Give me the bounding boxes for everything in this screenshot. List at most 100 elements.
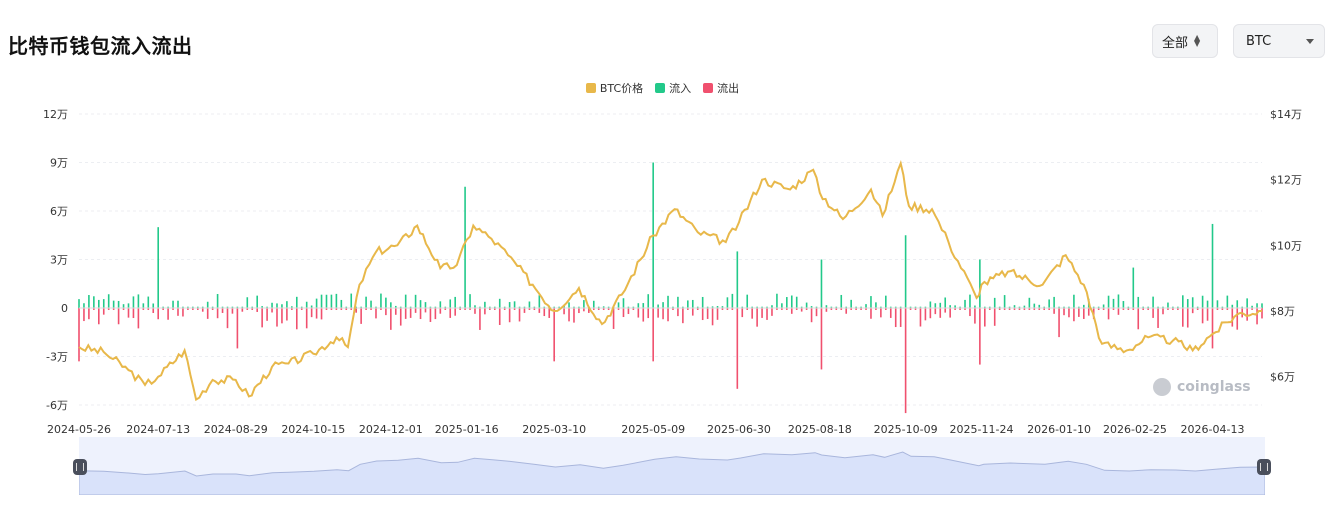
inflow-bar xyxy=(632,306,635,308)
outflow-bar xyxy=(894,308,897,328)
inflow-bar xyxy=(899,306,902,308)
range-select[interactable]: 全部 ▲ ▼ xyxy=(1152,24,1218,58)
inflow-bar xyxy=(370,300,372,308)
outflow-bar xyxy=(612,308,615,329)
outflow-bar xyxy=(667,308,669,322)
inflow-bar xyxy=(568,302,570,308)
outflow-bar xyxy=(578,308,580,314)
inflow-bar xyxy=(345,306,348,308)
inflow-bar xyxy=(860,306,862,308)
navigator-handle-right[interactable] xyxy=(1257,459,1271,475)
outflow-bar xyxy=(845,308,848,314)
outflow-bar xyxy=(241,308,244,312)
outflow-bar xyxy=(870,308,872,319)
outflow-bar xyxy=(355,308,357,313)
inflow-bar xyxy=(1152,296,1154,308)
inflow-bar xyxy=(489,306,491,308)
x-tick-label: 2025-01-16 xyxy=(435,423,499,436)
outflow-bar xyxy=(1107,308,1110,320)
inflow-bar xyxy=(701,296,704,308)
inflow-bar xyxy=(1246,298,1248,308)
outflow-bar xyxy=(1018,308,1021,310)
navigator-handle-left[interactable] xyxy=(73,459,87,475)
inflow-bar xyxy=(424,302,427,308)
inflow-bar xyxy=(1216,300,1219,308)
inflow-bar xyxy=(1132,267,1135,308)
outflow-bar xyxy=(434,308,437,320)
outflow-bar xyxy=(647,308,650,319)
inflow-bar xyxy=(518,306,521,308)
outflow-bar xyxy=(479,308,481,330)
outflow-bar xyxy=(820,308,823,370)
inflow-bar xyxy=(266,306,268,308)
inflow-bar xyxy=(979,259,981,308)
outflow-bar xyxy=(716,308,719,320)
inflow-bar xyxy=(731,293,734,308)
inflow-bar xyxy=(503,306,506,308)
coin-select[interactable]: BTC xyxy=(1233,24,1325,58)
inflow-bar xyxy=(1196,306,1199,308)
outflow-bar xyxy=(360,308,362,324)
outflow-bar xyxy=(419,308,422,320)
legend-item-outflow[interactable]: 流出 xyxy=(703,80,739,96)
outflow-bar xyxy=(984,308,986,327)
outflow-bar xyxy=(607,308,610,310)
inflow-bar xyxy=(795,296,798,308)
outflow-bar xyxy=(286,308,288,321)
inflow-bar xyxy=(216,294,219,308)
inflow-bar xyxy=(162,306,164,308)
inflow-bar xyxy=(1137,296,1140,308)
outflow-bar xyxy=(201,308,204,312)
inflow-bar xyxy=(1172,306,1174,308)
inflow-bar xyxy=(137,294,140,308)
inflow-bar xyxy=(1186,299,1189,308)
inflow-bar xyxy=(746,294,749,308)
legend-item-inflow[interactable]: 流入 xyxy=(655,80,691,96)
outflow-bar xyxy=(1102,308,1105,310)
inflow-bar xyxy=(944,297,947,308)
outflow-bar xyxy=(627,308,630,315)
inflow-bar xyxy=(192,306,194,308)
inflow-bar xyxy=(1147,306,1149,308)
inflow-bar xyxy=(1107,295,1110,308)
inflow-bar xyxy=(1261,303,1263,308)
outflow-bar xyxy=(850,308,852,310)
outflow-bar xyxy=(439,308,442,314)
inflow-bar xyxy=(751,306,753,308)
outflow-bar xyxy=(276,308,278,327)
inflow-bar xyxy=(1038,304,1041,308)
inflow-bar xyxy=(93,296,95,308)
inflow-bar xyxy=(672,306,674,308)
x-tick-label: 2024-12-01 xyxy=(359,423,423,436)
y-left-tick-label: 0 xyxy=(61,302,68,315)
outflow-bar xyxy=(553,308,555,362)
inflow-bar xyxy=(320,294,323,308)
outflow-bar xyxy=(741,308,744,318)
inflow-bar xyxy=(1162,306,1164,308)
outflow-bar xyxy=(588,308,590,313)
inflow-bar xyxy=(187,306,189,308)
inflow-bar xyxy=(781,303,783,308)
inflow-bar xyxy=(736,251,739,308)
outflow-bar xyxy=(592,308,595,310)
legend-item-price[interactable]: BTC价格 xyxy=(585,80,643,96)
inflow-bar xyxy=(1083,304,1085,308)
inflow-bar xyxy=(865,304,867,308)
outflow-bar xyxy=(805,308,808,310)
inflow-bar xyxy=(1073,294,1075,308)
inflow-bar xyxy=(1241,306,1244,308)
outflow-bar xyxy=(1023,308,1026,310)
inflow-bar xyxy=(1097,306,1100,308)
inflow-bar xyxy=(315,298,318,308)
inflow-bar xyxy=(385,297,387,308)
outflow-bar xyxy=(642,308,645,322)
outflow-bar xyxy=(934,308,937,315)
zoom-navigator[interactable] xyxy=(78,437,1266,496)
outflow-bar xyxy=(1236,308,1239,330)
inflow-bar xyxy=(711,306,714,308)
inflow-bar xyxy=(924,306,927,308)
outflow-bar xyxy=(83,308,85,322)
inflow-bar xyxy=(1117,294,1120,308)
inflow-bar xyxy=(286,301,288,308)
inflow-bar xyxy=(988,306,991,308)
